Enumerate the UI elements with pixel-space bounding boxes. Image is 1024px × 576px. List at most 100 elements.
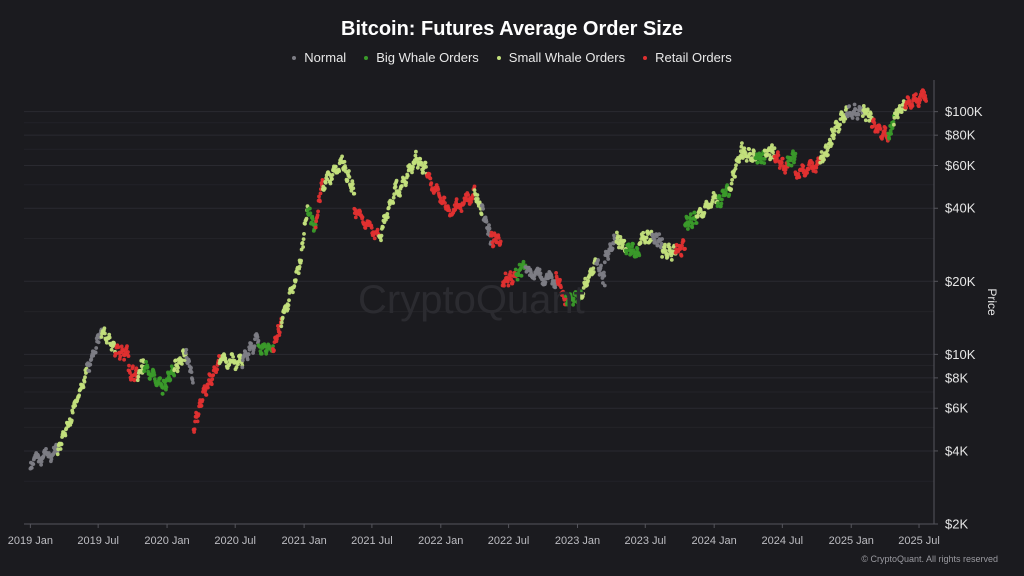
data-point-small xyxy=(136,374,141,379)
data-point-retail xyxy=(490,233,494,238)
data-point-normal xyxy=(39,462,43,467)
data-point-small xyxy=(733,166,738,171)
data-point-retail xyxy=(679,253,684,258)
data-point-small xyxy=(641,230,646,235)
data-point-retail xyxy=(775,156,779,160)
data-point-big xyxy=(685,216,689,221)
legend-item-small-whale[interactable]: Small Whale Orders xyxy=(496,50,625,65)
data-point-small xyxy=(347,175,352,179)
data-point-retail xyxy=(883,126,888,130)
data-point-retail xyxy=(114,351,118,356)
data-point-big xyxy=(692,210,697,215)
data-point-normal xyxy=(29,466,34,470)
data-point-retail xyxy=(442,195,447,200)
x-tick-label: 2024 Jul xyxy=(762,535,804,547)
data-point-retail xyxy=(801,164,806,169)
data-point-small xyxy=(328,181,333,186)
data-point-retail xyxy=(872,120,877,125)
data-point-big xyxy=(890,126,895,130)
data-point-big xyxy=(142,369,147,374)
data-point-small xyxy=(615,230,619,235)
data-point-retail xyxy=(470,197,474,201)
data-point-retail xyxy=(459,209,464,214)
data-point-small xyxy=(394,178,399,183)
data-point-small xyxy=(860,114,865,118)
data-point-small xyxy=(838,122,842,127)
data-point-small xyxy=(750,159,755,163)
x-tick-label: 2022 Jan xyxy=(418,535,463,547)
data-point-big xyxy=(566,302,571,307)
legend-item-normal[interactable]: Normal xyxy=(292,50,346,65)
data-point-normal xyxy=(191,380,195,385)
data-point-small xyxy=(729,187,733,192)
legend-item-retail[interactable]: Retail Orders xyxy=(643,50,732,65)
data-point-retail xyxy=(122,357,126,362)
data-point-retail xyxy=(472,184,477,189)
data-point-big xyxy=(762,157,767,161)
data-point-normal xyxy=(190,377,195,382)
data-point-small xyxy=(58,447,63,451)
data-point-big xyxy=(152,373,157,377)
data-point-small xyxy=(662,245,667,250)
legend-dot-normal xyxy=(292,55,297,60)
data-point-small xyxy=(303,221,307,226)
data-point-big xyxy=(172,373,177,378)
data-point-small xyxy=(581,291,586,296)
data-point-small xyxy=(410,170,414,175)
x-tick-label: 2019 Jul xyxy=(77,535,119,547)
data-point-retail xyxy=(506,279,510,284)
data-point-retail xyxy=(776,153,781,158)
data-point-normal xyxy=(251,351,256,355)
data-point-retail xyxy=(118,354,123,359)
data-point-small xyxy=(899,110,904,114)
data-point-small xyxy=(586,278,590,283)
data-point-retail xyxy=(780,156,785,161)
data-point-small xyxy=(412,161,417,166)
legend-label-retail: Retail Orders xyxy=(655,50,732,65)
data-point-normal xyxy=(612,233,616,238)
y-tick-label: $6K xyxy=(945,401,968,416)
data-point-small xyxy=(585,283,589,287)
x-tick-label: 2020 Jan xyxy=(144,535,189,547)
data-point-big xyxy=(564,293,569,298)
data-point-small xyxy=(333,164,338,169)
data-point-big xyxy=(624,249,629,253)
data-point-normal xyxy=(44,447,48,451)
data-point-small xyxy=(330,173,335,177)
data-point-retail xyxy=(559,285,563,290)
x-tick-label: 2023 Jul xyxy=(624,535,666,547)
data-point-small xyxy=(861,104,866,108)
data-point-small xyxy=(892,116,897,120)
data-point-small xyxy=(591,270,596,274)
x-tick-label: 2022 Jul xyxy=(488,535,530,547)
data-point-normal xyxy=(487,226,492,231)
data-point-small xyxy=(73,403,78,408)
data-point-retail xyxy=(871,117,876,122)
data-point-small xyxy=(107,332,112,337)
data-point-small xyxy=(297,264,302,269)
data-point-big xyxy=(690,222,695,226)
data-point-small xyxy=(843,116,848,121)
data-point-small xyxy=(740,141,744,146)
data-point-retail xyxy=(496,236,501,240)
data-point-small xyxy=(660,255,664,259)
watermark: CryptoQuant xyxy=(358,278,585,322)
data-point-retail xyxy=(134,366,139,371)
data-point-retail xyxy=(211,373,216,377)
chart-title: Bitcoin: Futures Average Order Size xyxy=(341,18,683,40)
data-point-big xyxy=(519,273,524,278)
data-point-retail xyxy=(805,171,809,175)
data-point-retail xyxy=(914,92,918,97)
data-point-retail xyxy=(277,330,282,335)
data-point-retail xyxy=(918,98,923,102)
data-point-retail xyxy=(910,104,915,108)
data-point-normal xyxy=(240,358,245,363)
data-point-normal xyxy=(852,102,857,107)
data-point-big xyxy=(725,183,730,188)
data-point-retail xyxy=(779,160,784,165)
data-point-small xyxy=(300,241,305,245)
legend-dot-retail xyxy=(643,55,648,60)
data-point-retail xyxy=(813,169,818,174)
legend-item-big-whale[interactable]: Big Whale Orders xyxy=(364,50,479,65)
data-point-small xyxy=(345,178,350,183)
